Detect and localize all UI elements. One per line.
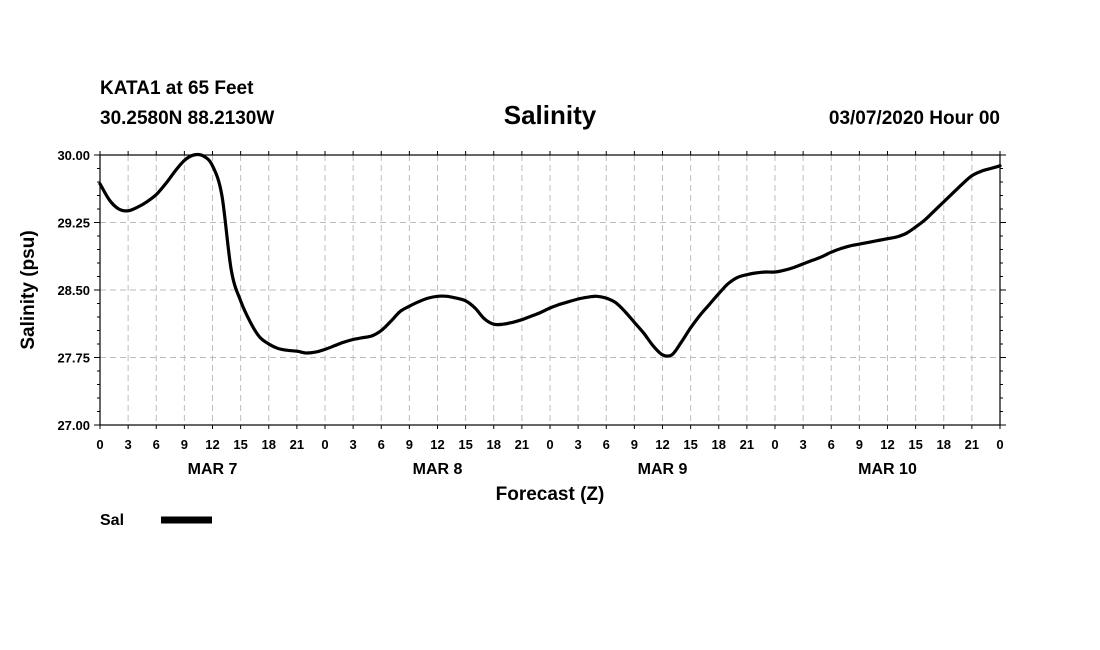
x-tick-label: 9: [631, 437, 638, 452]
x-tick-label: 6: [828, 437, 835, 452]
date-label: MAR 9: [638, 461, 688, 478]
series-line-sal: [98, 152, 1002, 358]
y-tick-label: 30.00: [57, 148, 90, 163]
run-time-label: 03/07/2020 Hour 00: [829, 108, 1000, 129]
axis-ticks: [94, 151, 1006, 429]
y-tick-labels: 27.00 27.75 28.50 29.25 30.00: [57, 148, 90, 433]
x-tick-label: 3: [575, 437, 582, 452]
x-tick-label: 0: [996, 437, 1003, 452]
x-tick-label: 21: [740, 437, 754, 452]
grid: [100, 155, 1000, 425]
y-tick-label: 27.00: [57, 418, 90, 433]
x-tick-label: 18: [937, 437, 951, 452]
coordinates-label: 30.2580N 88.2130W: [100, 108, 274, 129]
x-tick-label: 3: [125, 437, 132, 452]
date-label: MAR 7: [188, 461, 238, 478]
x-tick-label: 0: [96, 437, 103, 452]
date-label: MAR 10: [858, 461, 917, 478]
date-label: MAR 8: [413, 461, 463, 478]
legend-label-sal: Sal: [100, 512, 124, 529]
x-tick-label: 12: [655, 437, 669, 452]
plot-frame: [99, 154, 1001, 426]
legend: Sal: [100, 512, 212, 529]
y-axis-label: Salinity (psu): [18, 230, 39, 349]
x-tick-label: 18: [487, 437, 501, 452]
x-tick-label: 21: [515, 437, 529, 452]
x-tick-label: 18: [712, 437, 726, 452]
y-tick-label: 29.25: [57, 216, 90, 231]
x-tick-label: 15: [458, 437, 472, 452]
x-tick-label: 6: [378, 437, 385, 452]
date-labels: MAR 7 MAR 8 MAR 9 MAR 10: [188, 461, 917, 478]
x-tick-label: 15: [233, 437, 247, 452]
station-label: KATA1 at 65 Feet: [100, 78, 254, 99]
x-tick-label: 0: [546, 437, 553, 452]
chart-title: Salinity: [504, 100, 597, 130]
x-tick-label: 12: [880, 437, 894, 452]
x-tick-label: 9: [406, 437, 413, 452]
x-tick-label: 12: [205, 437, 219, 452]
x-axis-label: Forecast (Z): [496, 484, 605, 505]
x-tick-label: 6: [153, 437, 160, 452]
x-tick-label: 15: [908, 437, 922, 452]
x-tick-label: 3: [800, 437, 807, 452]
x-tick-label: 18: [262, 437, 276, 452]
x-tick-label: 3: [350, 437, 357, 452]
x-tick-label: 15: [683, 437, 697, 452]
y-tick-label: 28.50: [57, 283, 90, 298]
x-tick-label: 0: [321, 437, 328, 452]
y-tick-label: 27.75: [57, 351, 90, 366]
x-tick-label: 21: [290, 437, 304, 452]
x-tick-label: 12: [430, 437, 444, 452]
x-tick-label: 6: [603, 437, 610, 452]
x-tick-label: 9: [181, 437, 188, 452]
x-tick-label: 0: [771, 437, 778, 452]
x-tick-label: 21: [965, 437, 979, 452]
x-tick-labels: 0 3 6 9 12 15 18 21 0 3 6 9 12 15 18 21 0 3 6 9 12 15 18 21 0 3 6 9…: [96, 437, 1003, 452]
x-tick-label: 9: [856, 437, 863, 452]
